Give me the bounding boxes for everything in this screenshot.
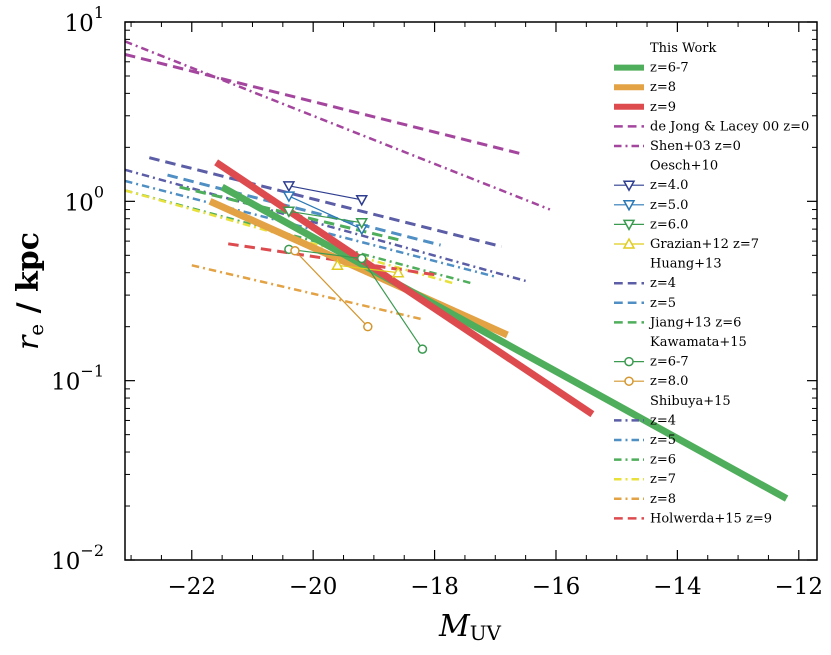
x-tick-label: −20: [289, 574, 338, 600]
series-line-k8: [294, 250, 369, 328]
data-point-graz-0: [331, 258, 344, 271]
legend-label: z=8.0: [650, 374, 688, 389]
data-point-o5-0: [282, 191, 296, 203]
series-line-h4: [148, 156, 502, 248]
series-line-tw67: [220, 184, 789, 502]
legend-label: z=8: [650, 80, 676, 95]
legend-header: Oesch+10: [650, 159, 718, 174]
y-tick-label: 10−2: [51, 541, 104, 575]
legend-label: Holwerda+15 z=9: [650, 511, 772, 526]
legend-label: z=6-7: [650, 355, 689, 370]
legend-header: Shibuya+15: [650, 394, 731, 409]
x-tick-label: −18: [410, 574, 459, 600]
legend-label: z=6-7: [650, 61, 689, 76]
data-point-k67-1: [356, 253, 367, 264]
data-point-o6-1: [355, 217, 369, 230]
legend-label: z=9: [650, 100, 676, 115]
y-tick-label: 101: [65, 3, 104, 37]
legend-label: z=5.0: [650, 198, 688, 213]
y-tick-exponent: 0: [94, 182, 104, 201]
series-line-shen: [125, 40, 551, 211]
legend-label: z=5: [650, 296, 676, 311]
legend-label: z=7: [650, 472, 676, 487]
data-point-o4-0: [282, 181, 296, 193]
data-point-o4-1: [355, 195, 369, 207]
axis-ticks: [125, 21, 817, 561]
legend-header: Huang+13: [650, 257, 722, 272]
data-point-k8-1: [363, 321, 373, 332]
series-line-djl: [125, 52, 520, 155]
data-point-graz-1: [391, 266, 405, 278]
y-axis-title-main: r: [11, 334, 46, 350]
x-axis-title: MUV: [438, 609, 502, 645]
y-axis-title-unit: / kpc: [11, 232, 46, 324]
legend-marker-o6: [622, 219, 636, 231]
legend-label: z=8: [650, 492, 676, 507]
series-line-graz: [337, 264, 399, 274]
x-tick-labels: −22 −20 −18 −16 −14 −12: [167, 574, 823, 600]
y-tick-label: 10−1: [51, 362, 104, 396]
legend-marker-o5: [622, 200, 636, 212]
y-axis-title-sub: e: [24, 324, 48, 336]
legend-marker-graz: [622, 237, 636, 249]
legend-label: de Jong & Lacey 00 z=0: [650, 119, 809, 134]
series-line-o6: [288, 210, 362, 224]
legend-label: z=6: [650, 453, 676, 468]
series-line-s4: [125, 168, 526, 283]
x-axis-title-sub: UV: [470, 621, 502, 645]
plot-frame: [124, 21, 818, 561]
legend-label: z=4: [650, 276, 676, 291]
legend: This Work z=6-7 z=8 z=9 de Jong & Lacey 00 z…: [614, 41, 809, 526]
data-point-k8-0: [290, 246, 300, 256]
data-point-o6-0: [282, 206, 296, 218]
series-layer: [125, 40, 789, 502]
legend-label: z=6.0: [650, 217, 688, 232]
marker-layer: [282, 181, 428, 354]
y-tick-exponent: −2: [80, 541, 104, 560]
x-tick-label: −14: [653, 574, 702, 600]
x-tick-label: −12: [775, 574, 824, 600]
x-tick-label: −16: [532, 574, 581, 600]
y-tick-exponent: 1: [94, 3, 104, 22]
data-point-k67-2: [417, 344, 428, 354]
legend-marker-o4: [622, 180, 636, 192]
x-tick-label: −22: [167, 574, 216, 600]
series-line-h5: [167, 173, 441, 247]
y-tick-label: 100: [65, 182, 104, 216]
legend-label: Shen+03 z=0: [650, 139, 741, 154]
legend-label: z=4: [650, 413, 676, 428]
series-line-o5: [288, 195, 362, 230]
series-line-s5: [125, 179, 496, 278]
series-line-s8: [191, 264, 423, 321]
legend-header: Kawamata+15: [650, 335, 747, 350]
legend-label: z=5: [650, 433, 676, 448]
legend-label: Grazian+12 z=7: [650, 237, 759, 252]
legend-label: Jiang+13 z=6: [648, 315, 741, 330]
legend-header: This Work: [650, 41, 717, 56]
y-tick-exponent: −1: [80, 362, 104, 381]
legend-marker-k8: [624, 376, 634, 386]
legend-label: z=4.0: [650, 178, 688, 193]
legend-marker-k67: [624, 356, 634, 367]
series-line-o4: [288, 185, 362, 201]
x-axis-title-main: M: [438, 609, 471, 644]
series-line-tw9: [214, 159, 595, 418]
y-axis-title: re / kpc: [11, 232, 48, 350]
